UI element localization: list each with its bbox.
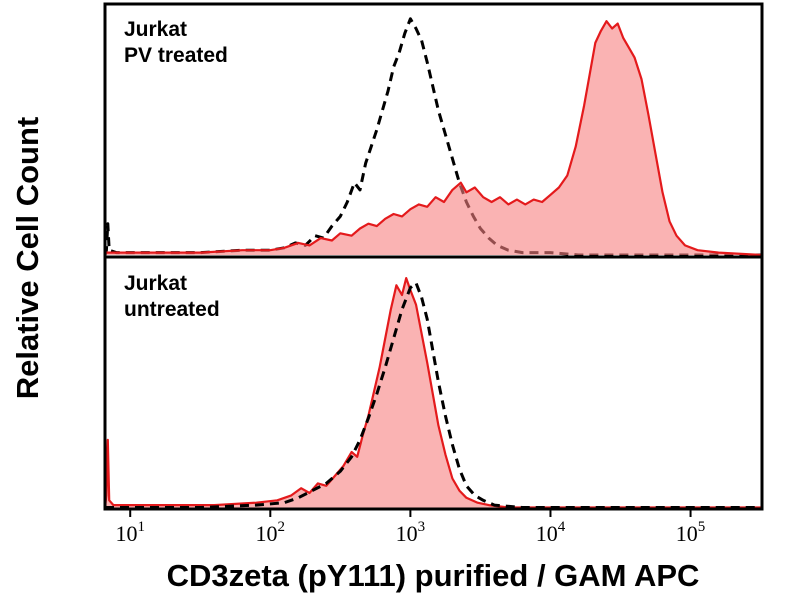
top-panel-curves xyxy=(105,17,762,257)
x-axis-ticks: 101 102 103 104 105 xyxy=(115,509,705,546)
x-tick-label: 101 xyxy=(115,519,145,546)
bottom-panel-label-line2: untreated xyxy=(124,298,220,321)
x-tick-label: 104 xyxy=(536,519,566,546)
stain-histogram-fill xyxy=(105,278,762,508)
stain-histogram-curve xyxy=(105,277,762,509)
bottom-panel-curves xyxy=(105,277,762,509)
top-panel-label-line1: Jurkat xyxy=(124,18,187,41)
control-histogram-curve xyxy=(105,281,762,509)
bottom-panel-frame xyxy=(103,255,764,511)
x-tick-label: 103 xyxy=(396,519,426,546)
x-axis-title: CD3zeta (pY111) purified / GAM APC xyxy=(167,558,700,593)
x-tick-label: 105 xyxy=(676,519,706,546)
y-axis-title: Relative Cell Count xyxy=(10,117,45,400)
stain-histogram-fill xyxy=(105,21,762,256)
top-panel-label-line2: PV treated xyxy=(124,44,228,67)
x-tick-label: 102 xyxy=(256,519,286,546)
bottom-panel-label-line1: Jurkat xyxy=(124,272,187,295)
stain-histogram-curve xyxy=(105,20,762,257)
